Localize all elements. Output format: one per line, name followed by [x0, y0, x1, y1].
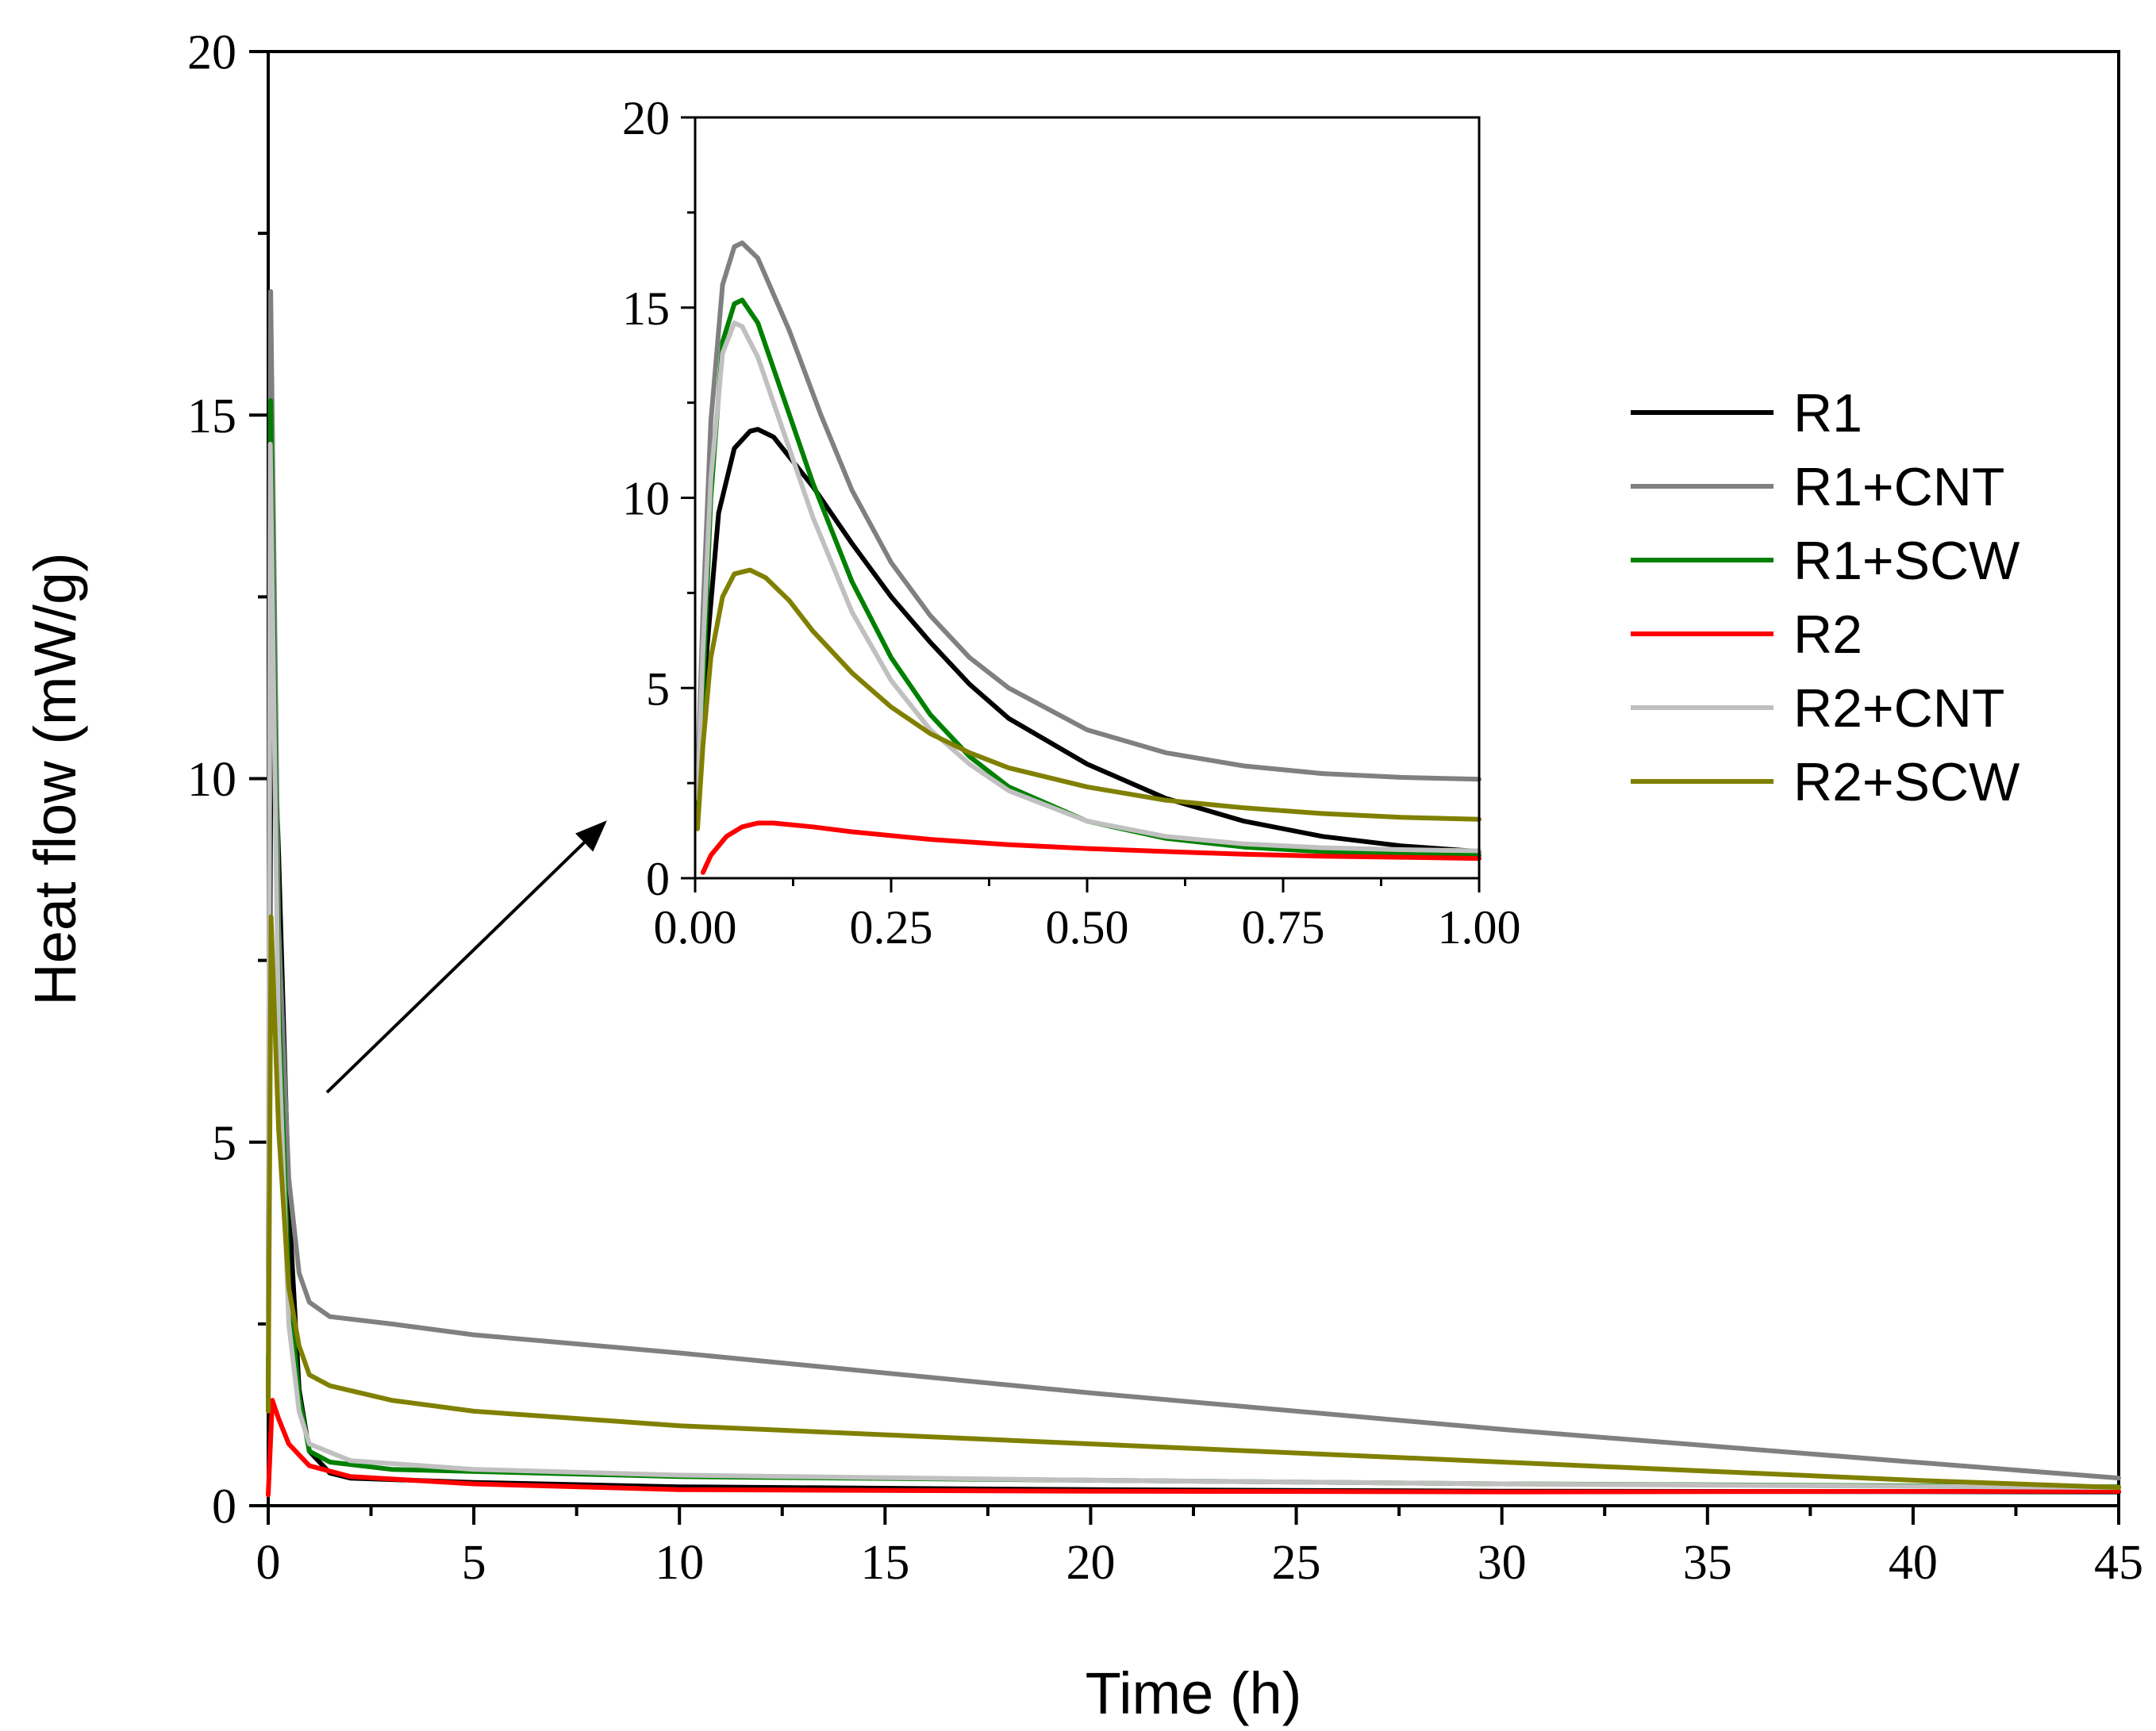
inset-y-tick-label: 15	[622, 282, 670, 335]
main-tick-labels: 0 5 10 15 20 25 30 35 40 45 0 5 10 15 20	[187, 26, 2143, 1590]
y-axis-title: Heat flow (mW/g)	[22, 552, 88, 1006]
inset-x-tick-label: 1.00	[1438, 901, 1521, 954]
main-axis-ticks	[249, 50, 2120, 1525]
inset-series-r1-scw	[695, 297, 1482, 858]
inset-y-tick-label: 5	[646, 662, 670, 715]
inset-y-tick-label: 20	[622, 92, 670, 144]
legend-label-r1-scw: R1+SCW	[1793, 531, 2020, 591]
main-x-tick-label: 0	[256, 1536, 281, 1590]
main-series-r2-cnt	[266, 441, 2121, 1491]
legend-label-r2: R2	[1793, 605, 1862, 665]
inset-series-r2	[700, 820, 1482, 875]
main-x-tick-label: 35	[1683, 1536, 1732, 1590]
inset-series-r1	[696, 427, 1482, 854]
legend-label-r1-cnt: R1+CNT	[1793, 457, 2004, 517]
inset-x-tick-label: 0.50	[1046, 901, 1129, 954]
main-x-tick-label: 45	[2094, 1536, 2143, 1590]
main-series-lines	[266, 289, 2121, 1498]
inset-series-r1-cnt	[695, 240, 1482, 786]
inset-series-r2-cnt	[695, 320, 1482, 854]
inset-series-lines	[695, 240, 1482, 875]
inset-axis-ticks	[681, 116, 1481, 892]
main-x-tick-label: 40	[1889, 1536, 1938, 1590]
x-axis-title: Time (h)	[1086, 1660, 1302, 1726]
inset-x-tick-label: 0.25	[850, 901, 933, 954]
main-y-tick-label: 20	[187, 26, 236, 80]
inset-x-tick-label: 0.75	[1242, 901, 1325, 954]
legend: R1 R1+CNT R1+SCW R2 R2+CNT R2+SCW	[1631, 383, 2020, 812]
inset-series-r2-scw	[695, 567, 1482, 831]
legend-label-r2-scw: R2+SCW	[1793, 752, 2020, 812]
main-x-tick-label: 5	[462, 1536, 486, 1590]
inset-tick-labels: 0.00 0.25 0.50 0.75 1.00 0 5 10 15 20	[622, 92, 1521, 954]
legend-label-r2-cnt: R2+CNT	[1793, 678, 2004, 739]
inset-background	[695, 117, 1479, 878]
inset-y-tick-label: 10	[622, 473, 670, 525]
inset-y-tick-label: 0	[646, 853, 670, 905]
main-x-tick-label: 15	[860, 1536, 909, 1590]
main-y-tick-label: 15	[187, 390, 236, 443]
inset-x-tick-label: 0.00	[654, 901, 737, 954]
main-x-tick-label: 20	[1066, 1536, 1115, 1590]
main-x-tick-label: 10	[655, 1536, 704, 1590]
legend-label-r1: R1	[1793, 383, 1862, 443]
main-series-r2	[266, 1398, 2121, 1498]
main-y-tick-label: 0	[212, 1480, 236, 1534]
main-y-tick-label: 5	[212, 1116, 236, 1170]
main-series-r2-scw	[266, 914, 2121, 1491]
main-x-tick-label: 25	[1272, 1536, 1321, 1590]
main-y-tick-label: 10	[187, 753, 236, 807]
main-x-tick-label: 30	[1478, 1536, 1527, 1590]
zoom-arrow	[325, 820, 607, 1094]
